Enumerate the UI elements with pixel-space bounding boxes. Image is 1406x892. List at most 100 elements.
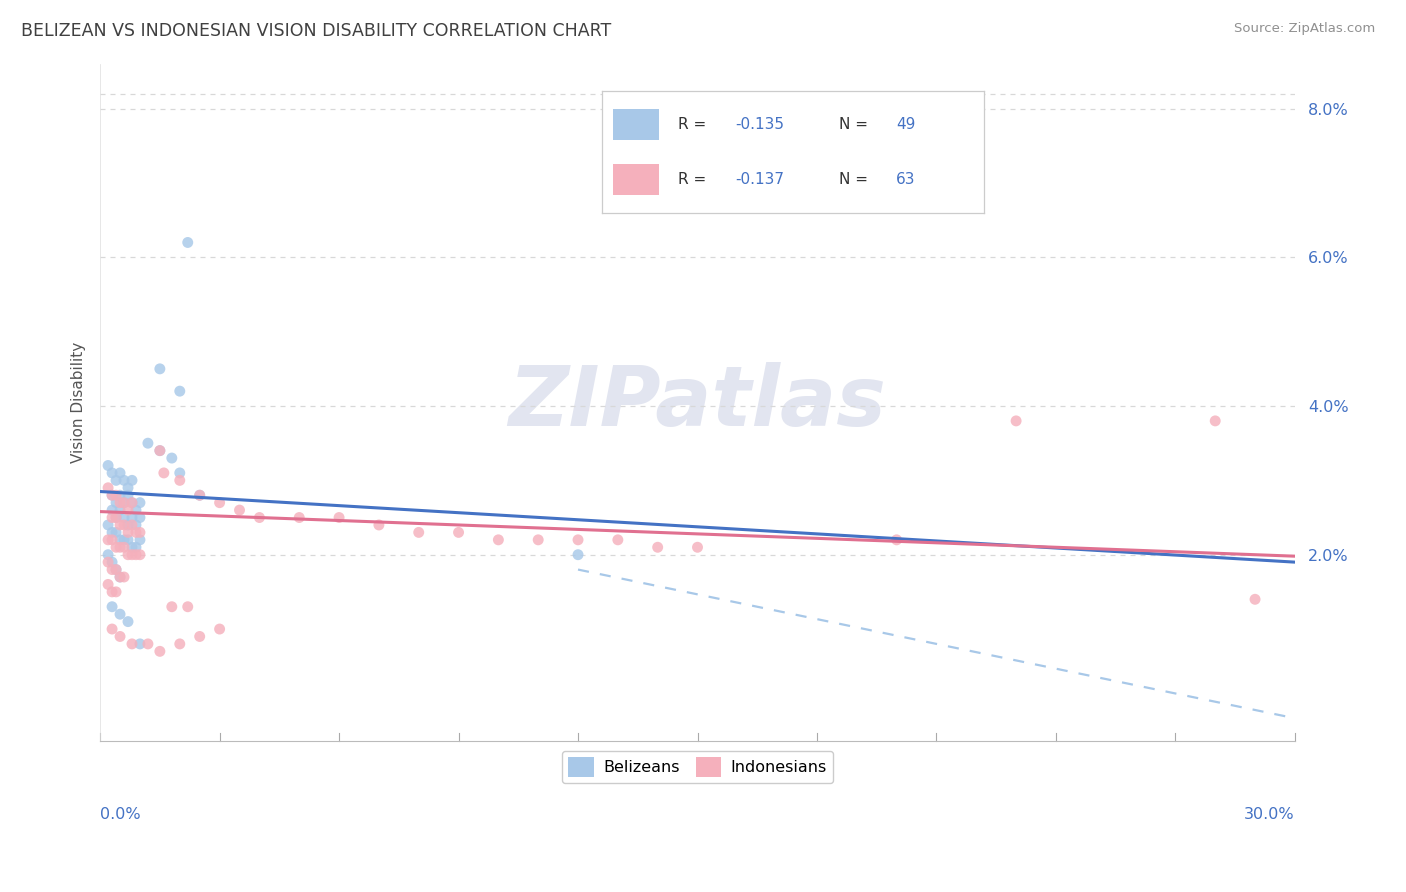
Point — [149, 443, 172, 458]
Point — [117, 503, 139, 517]
Point — [108, 503, 131, 517]
Point — [149, 362, 172, 376]
Point — [169, 466, 191, 480]
Point — [121, 637, 143, 651]
Point — [97, 577, 120, 591]
Text: ZIPatlas: ZIPatlas — [509, 362, 886, 442]
Point — [108, 607, 131, 622]
Point — [160, 599, 183, 614]
Point — [112, 570, 135, 584]
Point — [105, 510, 128, 524]
Point — [121, 548, 143, 562]
Text: 0.0%: 0.0% — [100, 807, 141, 822]
Point — [108, 533, 131, 547]
Point — [97, 458, 120, 473]
Point — [97, 548, 120, 562]
Point — [447, 525, 470, 540]
Point — [108, 488, 131, 502]
Point — [101, 503, 124, 517]
Point — [125, 525, 148, 540]
Point — [1204, 414, 1226, 428]
Point — [136, 637, 159, 651]
Point — [188, 630, 211, 644]
Point — [108, 630, 131, 644]
Point — [208, 496, 231, 510]
Point — [105, 474, 128, 488]
Point — [288, 510, 311, 524]
Point — [117, 525, 139, 540]
Point — [129, 496, 152, 510]
Legend: Belizeans, Indonesians: Belizeans, Indonesians — [561, 751, 834, 783]
Point — [101, 466, 124, 480]
Point — [169, 474, 191, 488]
Point — [112, 533, 135, 547]
Point — [101, 510, 124, 524]
Point — [647, 541, 669, 555]
Point — [101, 525, 124, 540]
Point — [105, 541, 128, 555]
Point — [121, 474, 143, 488]
Point — [129, 510, 152, 524]
Point — [105, 510, 128, 524]
Point — [121, 496, 143, 510]
Point — [486, 533, 509, 547]
Point — [606, 533, 628, 547]
Point — [1244, 592, 1267, 607]
Point — [129, 637, 152, 651]
Point — [527, 533, 550, 547]
Point — [101, 488, 124, 502]
Point — [567, 533, 589, 547]
Point — [125, 548, 148, 562]
Point — [208, 622, 231, 636]
Point — [112, 496, 135, 510]
Point — [101, 563, 124, 577]
Point — [121, 496, 143, 510]
Point — [117, 548, 139, 562]
Point — [112, 541, 135, 555]
Point — [328, 510, 350, 524]
Point — [101, 555, 124, 569]
Point — [188, 488, 211, 502]
Point — [105, 525, 128, 540]
Point — [105, 563, 128, 577]
Point — [97, 481, 120, 495]
Point — [97, 518, 120, 533]
Point — [108, 466, 131, 480]
Point — [149, 644, 172, 658]
Point — [101, 488, 124, 502]
Point — [97, 533, 120, 547]
Point — [112, 510, 135, 524]
Point — [177, 235, 200, 250]
Point — [408, 525, 430, 540]
Point — [129, 525, 152, 540]
Point — [686, 541, 709, 555]
Point — [567, 548, 589, 562]
Point — [177, 599, 200, 614]
Point — [105, 585, 128, 599]
Point — [108, 518, 131, 533]
Point — [367, 518, 389, 533]
Point — [121, 510, 143, 524]
Point — [108, 541, 131, 555]
Text: Source: ZipAtlas.com: Source: ZipAtlas.com — [1234, 22, 1375, 36]
Text: 30.0%: 30.0% — [1244, 807, 1295, 822]
Point — [117, 488, 139, 502]
Point — [101, 533, 124, 547]
Point — [101, 622, 124, 636]
Point — [101, 585, 124, 599]
Point — [121, 518, 143, 533]
Point — [136, 436, 159, 450]
Point — [108, 496, 131, 510]
Point — [1005, 414, 1028, 428]
Point — [97, 555, 120, 569]
Point — [228, 503, 250, 517]
Point — [112, 474, 135, 488]
Point — [160, 451, 183, 466]
Point — [129, 533, 152, 547]
Point — [101, 599, 124, 614]
Point — [125, 518, 148, 533]
Point — [169, 637, 191, 651]
Point — [249, 510, 271, 524]
Point — [105, 488, 128, 502]
Point — [117, 533, 139, 547]
